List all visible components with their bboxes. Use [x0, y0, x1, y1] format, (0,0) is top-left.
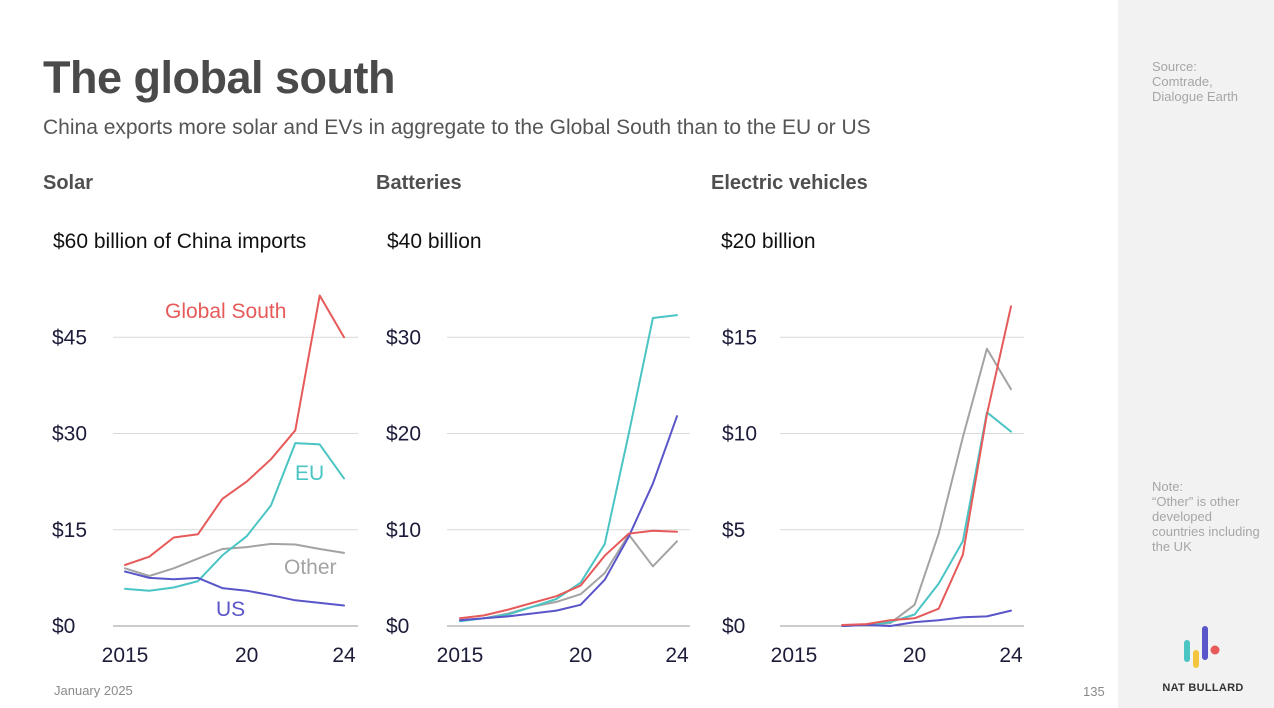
batteries-series-us: [459, 415, 678, 622]
solar-ytick-label: $15: [52, 519, 87, 542]
source-note: Source: Comtrade, Dialogue Earth: [1152, 59, 1238, 104]
solar-xtick-label: 2015: [102, 644, 149, 667]
batteries-ytick-label: $20: [386, 423, 421, 446]
ev-chart-title: Electric vehicles: [711, 172, 868, 194]
ev-series-eu: [841, 411, 1012, 627]
ev-ytick-label: $5: [722, 519, 745, 542]
page-subtitle: China exports more solar and EVs in aggr…: [43, 116, 871, 139]
solar-ytick-label: $30: [52, 423, 87, 446]
solar-series-global-south: [124, 294, 345, 566]
logo-dot-red: [1210, 645, 1220, 655]
ev-chart: $20 billion $0 $5 $10 $15 2015 20 24: [721, 230, 1024, 667]
ev-ytick-label: $0: [722, 615, 745, 638]
solar-xtick-label: 20: [235, 644, 258, 667]
slide-main: The global south China exports more sola…: [43, 52, 1105, 699]
footer-date: January 2025: [54, 683, 133, 698]
solar-label-other: Other: [284, 556, 337, 579]
sidebar: Source: Comtrade, Dialogue Earth Note: “…: [1118, 0, 1274, 708]
solar-chart: $60 billion of China imports $0 $15 $30 $45 2…: [52, 230, 358, 667]
ev-ylabel: $20 billion: [721, 230, 816, 253]
batteries-ytick-label: $0: [386, 615, 409, 638]
page-number: 135: [1083, 684, 1105, 699]
solar-ytick-label: $45: [52, 326, 87, 349]
solar-label-eu: EU: [295, 462, 324, 485]
ev-series-global-south: [841, 305, 1012, 626]
batteries-xtick-label: 2015: [437, 644, 484, 667]
batteries-ytick-label: $30: [386, 326, 421, 349]
solar-label-us: US: [216, 598, 245, 621]
logo-bar-purple: [1202, 626, 1208, 660]
solar-ylabel: $60 billion of China imports: [53, 230, 306, 253]
ev-xtick-label: 20: [903, 644, 926, 667]
solar-ytick-label: $0: [52, 615, 75, 638]
batteries-chart-title: Batteries: [376, 172, 462, 194]
ev-xtick-label: 24: [999, 644, 1023, 667]
batteries-series-global-south: [459, 529, 678, 620]
ev-xtick-label: 2015: [771, 644, 818, 667]
solar-series-other: [124, 542, 345, 577]
solar-chart-title: Solar: [43, 172, 94, 194]
ev-ytick-label: $10: [722, 423, 757, 446]
nat-bullard-logo-icon: [1184, 626, 1220, 668]
charts-canvas: $60 billion of China imports $0 $15 $30 $45 2…: [52, 230, 1024, 667]
footnote: Note: “Other” is other developed countri…: [1152, 479, 1260, 554]
solar-series-us: [124, 570, 345, 607]
ev-ytick-label: $15: [722, 326, 757, 349]
batteries-series-eu: [459, 314, 678, 623]
solar-series-eu: [124, 442, 345, 592]
solar-xtick-label: 24: [332, 644, 356, 667]
batteries-ytick-label: $10: [386, 519, 421, 542]
batteries-ylabel: $40 billion: [387, 230, 482, 253]
ev-series-other: [841, 347, 1012, 627]
batteries-chart: $40 billion $0 $10 $20 $30 2015 20 24: [386, 230, 690, 667]
ev-series-us: [841, 609, 1012, 627]
batteries-xtick-label: 24: [665, 644, 689, 667]
logo-bar-yellow: [1193, 650, 1199, 668]
solar-label-global-south: Global South: [165, 300, 286, 323]
brand-name: NAT BULLARD: [1162, 682, 1244, 694]
page-title: The global south: [43, 52, 395, 103]
batteries-xtick-label: 20: [569, 644, 592, 667]
logo-bar-teal: [1184, 640, 1190, 662]
